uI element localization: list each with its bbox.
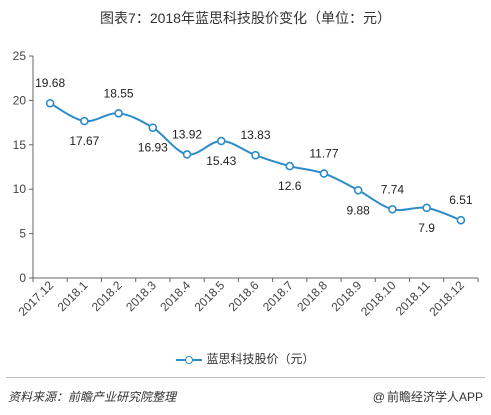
- data-labels: 19.68 17.67 18.55 16.93 13.92 15.43 13.83 12.6 1…: [35, 76, 473, 235]
- data-point: [251, 150, 260, 160]
- data-label: 7.9: [418, 221, 435, 235]
- data-point: [216, 136, 226, 146]
- y-tick-label: 10: [13, 182, 27, 196]
- data-label: 6.51: [449, 193, 473, 207]
- x-tick-label: 2018.4: [157, 278, 193, 314]
- data-label: 12.6: [278, 179, 302, 193]
- data-point: [148, 123, 158, 132]
- divider: [6, 377, 485, 378]
- x-tick-label: 2018.1: [55, 278, 91, 314]
- data-label: 17.67: [69, 134, 99, 148]
- x-tick-label: 2018.10: [358, 278, 399, 319]
- data-point: [182, 150, 192, 159]
- x-tick-label: 2018.2: [89, 278, 125, 314]
- data-points: [45, 98, 466, 225]
- x-tick-label: 2018.3: [123, 278, 159, 314]
- y-tick-label: 0: [19, 271, 26, 285]
- legend-label: 蓝思科技股价（元）: [206, 352, 315, 366]
- data-point: [456, 215, 466, 225]
- data-point: [285, 161, 295, 171]
- y-axis-ticks: 0 5 10 15 20 25: [13, 49, 33, 285]
- x-tick-label: 2018.8: [294, 278, 330, 314]
- at-symbol: @: [372, 390, 385, 404]
- axes: [32, 56, 478, 279]
- data-label: 11.77: [309, 146, 338, 160]
- line-chart: 0 5 10 15 20 25 2017.122018.12018.22018.32018…: [13, 49, 479, 319]
- legend-swatch: [176, 355, 203, 365]
- data-point: [319, 169, 329, 178]
- brand-name: 前瞻经济学人APP: [386, 390, 483, 404]
- y-tick-label: 20: [13, 93, 27, 107]
- data-label: 9.88: [347, 203, 371, 217]
- data-label: 7.74: [381, 182, 405, 196]
- data-point: [422, 203, 431, 213]
- x-axis-ticks: 2017.122018.12018.22018.32018.42018.5201…: [16, 278, 479, 319]
- series-line: [49, 102, 462, 222]
- data-point: [45, 98, 55, 108]
- data-label: 13.92: [172, 127, 202, 141]
- data-label: 19.68: [35, 76, 65, 90]
- x-tick-label: 2018.12: [426, 278, 467, 319]
- data-point: [114, 108, 123, 118]
- chart-title: 图表7：2018年蓝思科技股价变化（单位：元）: [100, 10, 391, 26]
- y-tick-label: 5: [19, 227, 26, 241]
- data-point: [388, 204, 397, 214]
- data-label: 15.43: [206, 154, 236, 168]
- x-tick-label: 2018.11: [393, 278, 433, 318]
- data-point: [80, 116, 89, 126]
- data-point: [353, 185, 363, 195]
- x-tick-label: 2018.7: [260, 278, 296, 314]
- brand: @ 前瞻经济学人APP: [373, 388, 483, 405]
- source-note: 资料来源：前瞻产业研究院整理: [8, 390, 177, 404]
- y-tick-label: 25: [13, 49, 27, 63]
- x-tick-label: 2018.5: [192, 278, 228, 314]
- y-tick-label: 15: [13, 138, 27, 152]
- data-label: 16.93: [138, 141, 168, 155]
- data-label: 13.83: [240, 128, 270, 142]
- data-label: 18.55: [104, 86, 134, 100]
- legend: 蓝思科技股价（元）: [0, 350, 491, 367]
- x-tick-label: 2018.6: [226, 278, 262, 314]
